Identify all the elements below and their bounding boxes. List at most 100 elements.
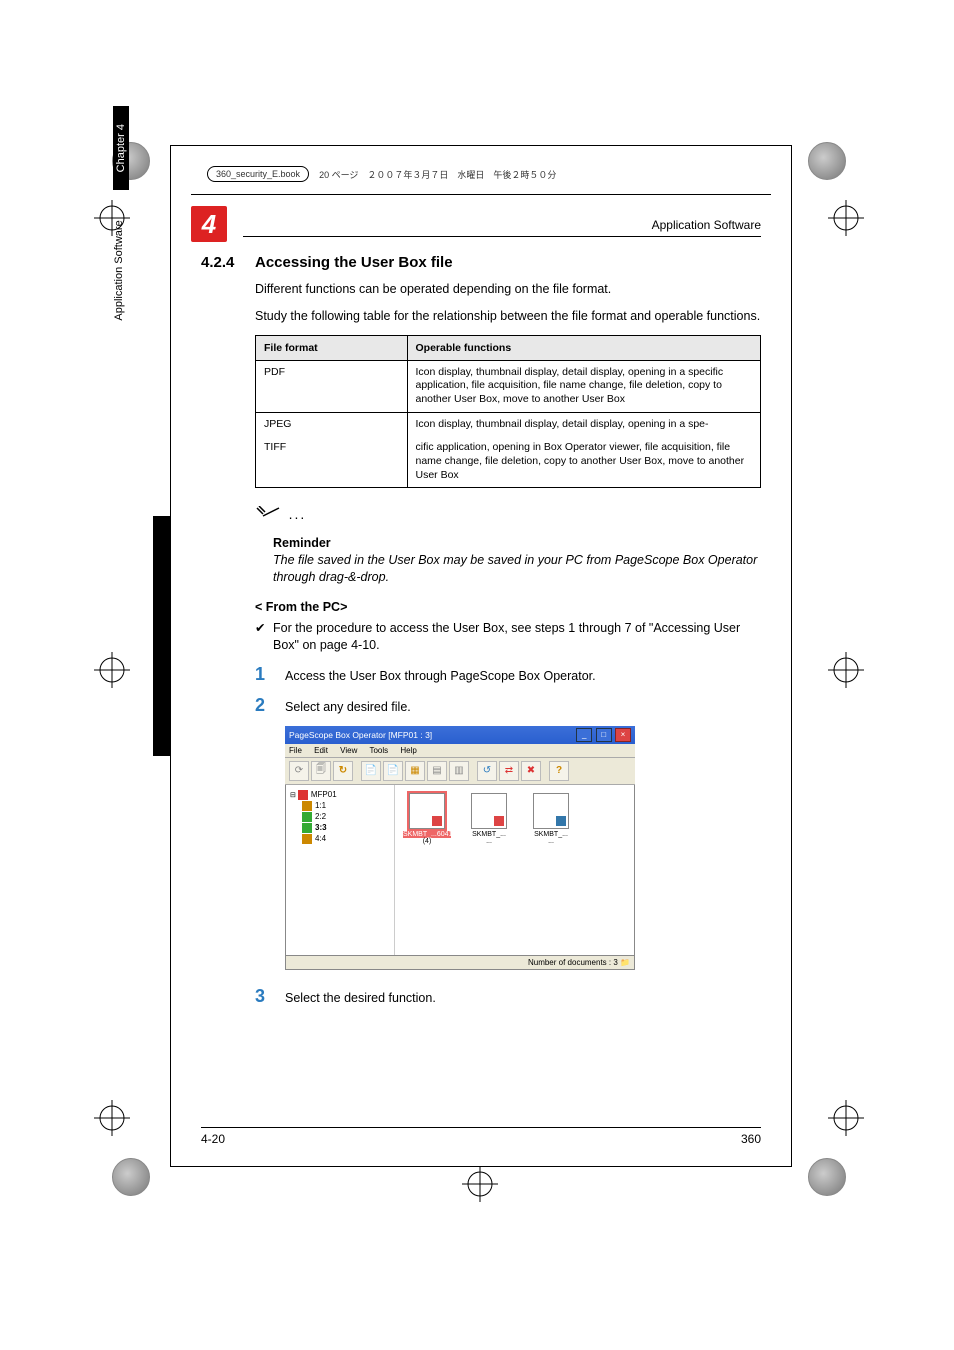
side-tab-label: Application Software — [113, 220, 129, 320]
page-frame: 360_security_E.book 20 ページ ２００７年３月７日 水曜日… — [170, 145, 792, 1167]
cell-tiff: TIFF — [256, 436, 408, 487]
crop-mark — [828, 200, 864, 236]
file-sub: (4) — [403, 838, 451, 845]
step-2-text: Select any desired file. — [285, 700, 411, 714]
cell-pdf: PDF — [256, 360, 408, 412]
check-item: ✔ For the procedure to access the User B… — [255, 620, 761, 654]
running-head: Application Software — [652, 218, 761, 232]
status-icon: 📁 — [620, 958, 630, 967]
statusbar: Number of documents : 3 📁 — [285, 956, 635, 970]
from-pc-heading: < From the PC> — [255, 600, 761, 614]
side-tab — [153, 516, 171, 756]
cell-jpeg: JPEG — [256, 412, 408, 436]
step-3-text: Select the desired function. — [285, 991, 436, 1005]
toolbar-button[interactable]: ↺ — [477, 761, 497, 781]
toolbar-button[interactable]: 📄 — [361, 761, 381, 781]
toolbar-button[interactable]: ▥ — [449, 761, 469, 781]
box-operator-screenshot: PageScope Box Operator [MFP01 : 3] _ □ ×… — [285, 726, 635, 970]
file-item[interactable]: SKMBT_...... — [527, 793, 575, 845]
reminder-body: The file saved in the User Box may be sa… — [273, 552, 761, 586]
toolbar-separator — [471, 761, 475, 781]
step-1: 1 Access the User Box through PageScope … — [255, 664, 761, 685]
window-titlebar: PageScope Box Operator [MFP01 : 3] _ □ × — [285, 726, 635, 744]
format-table: File format Operable functions PDF Icon … — [255, 335, 761, 488]
window-title: PageScope Box Operator [MFP01 : 3] — [289, 730, 432, 740]
file-item[interactable]: SKMBT_...60416014001(4) — [403, 793, 451, 845]
tree-item[interactable]: ⊟MFP01 — [290, 790, 390, 800]
file-name: SKMBT_... — [527, 831, 575, 838]
reminder-dots: ... — [289, 506, 307, 522]
tree-item[interactable]: 3:3 — [290, 823, 390, 833]
file-icon — [471, 793, 507, 829]
toolbar-button[interactable]: ✖ — [521, 761, 541, 781]
tree-item[interactable]: 2:2 — [290, 812, 390, 822]
section-title: 4.2.4 Accessing the User Box file — [201, 254, 761, 271]
section-heading: Accessing the User Box file — [255, 254, 453, 271]
cell-jpeg-ops-top: Icon display, thumbnail display, detail … — [407, 412, 761, 436]
section-num: 4.2.4 — [201, 254, 255, 271]
file-icon — [409, 793, 445, 829]
book-filename: 360_security_E.book — [207, 166, 309, 182]
menu-file[interactable]: File — [289, 746, 302, 755]
footer-left: 4-20 — [201, 1132, 225, 1146]
crop-mark — [462, 1166, 498, 1202]
check-text: For the procedure to access the User Box… — [273, 620, 761, 654]
file-item[interactable]: SKMBT_...... — [465, 793, 513, 845]
side-tab-text: Application Software Chapter 4 — [113, 106, 129, 346]
menu-edit[interactable]: Edit — [314, 746, 328, 755]
cell-jpeg-ops-rest: cific application, opening in Box Operat… — [407, 436, 761, 487]
client-area: ⊟MFP011:12:23:34:4 SKMBT_...60416014001(… — [285, 785, 635, 956]
window-buttons: _ □ × — [575, 728, 631, 742]
tree-item[interactable]: 1:1 — [290, 801, 390, 811]
corner-circle — [112, 1158, 150, 1196]
step-num-3: 3 — [255, 986, 285, 1007]
chapter-box: 4 — [191, 206, 227, 242]
file-name: SKMBT_... — [465, 831, 513, 838]
toolbar-button[interactable]: ? — [549, 761, 569, 781]
file-name: SKMBT_...60416014001 — [403, 831, 451, 838]
file-sub: ... — [465, 838, 513, 845]
check-icon: ✔ — [255, 620, 273, 654]
toolbar-separator — [355, 761, 359, 781]
close-button[interactable]: × — [615, 728, 631, 742]
toolbar-button[interactable]: ⟳ — [289, 761, 309, 781]
th-format: File format — [256, 335, 408, 360]
reminder-icon: ... — [255, 506, 761, 534]
book-jp-text: 20 ページ ２００７年３月７日 水曜日 午後２時５０分 — [319, 168, 556, 181]
maximize-button[interactable]: □ — [596, 728, 612, 742]
toolbar: ⟳🗐↻📄📄▦▤▥↺⇄✖? — [285, 758, 635, 785]
reminder-label: Reminder — [273, 536, 761, 550]
menu-help[interactable]: Help — [400, 746, 416, 755]
header-rule — [191, 194, 771, 195]
step-1-text: Access the User Box through PageScope Bo… — [285, 669, 596, 683]
minimize-button[interactable]: _ — [576, 728, 592, 742]
toolbar-separator — [543, 761, 547, 781]
step-2: 2 Select any desired file. — [255, 695, 761, 716]
step-num-2: 2 — [255, 695, 285, 716]
footer-right: 360 — [741, 1132, 761, 1146]
tree-item[interactable]: 4:4 — [290, 834, 390, 844]
toolbar-button[interactable]: ↻ — [333, 761, 353, 781]
menubar: File Edit View Tools Help — [285, 744, 635, 758]
toolbar-button[interactable]: 📄 — [383, 761, 403, 781]
crop-mark — [828, 1100, 864, 1136]
toolbar-button[interactable]: ⇄ — [499, 761, 519, 781]
toolbar-button[interactable]: ▦ — [405, 761, 425, 781]
crop-mark — [828, 652, 864, 688]
crop-mark — [94, 652, 130, 688]
files-pane: SKMBT_...60416014001(4)SKMBT_......SKMBT… — [395, 785, 634, 955]
toolbar-button[interactable]: ▤ — [427, 761, 447, 781]
file-sub: ... — [527, 838, 575, 845]
crop-mark — [94, 1100, 130, 1136]
step-3: 3 Select the desired function. — [255, 986, 761, 1007]
corner-circle — [808, 1158, 846, 1196]
cell-pdf-ops: Icon display, thumbnail display, detail … — [407, 360, 761, 412]
menu-tools[interactable]: Tools — [369, 746, 388, 755]
tree-pane: ⊟MFP011:12:23:34:4 — [286, 785, 395, 955]
footer: 4-20 360 — [201, 1127, 761, 1146]
menu-view[interactable]: View — [340, 746, 357, 755]
running-head-rule — [243, 236, 761, 237]
crop-header: 360_security_E.book 20 ページ ２００７年３月７日 水曜日… — [207, 166, 771, 182]
intro-2: Study the following table for the relati… — [255, 308, 761, 325]
toolbar-button[interactable]: 🗐 — [311, 761, 331, 781]
